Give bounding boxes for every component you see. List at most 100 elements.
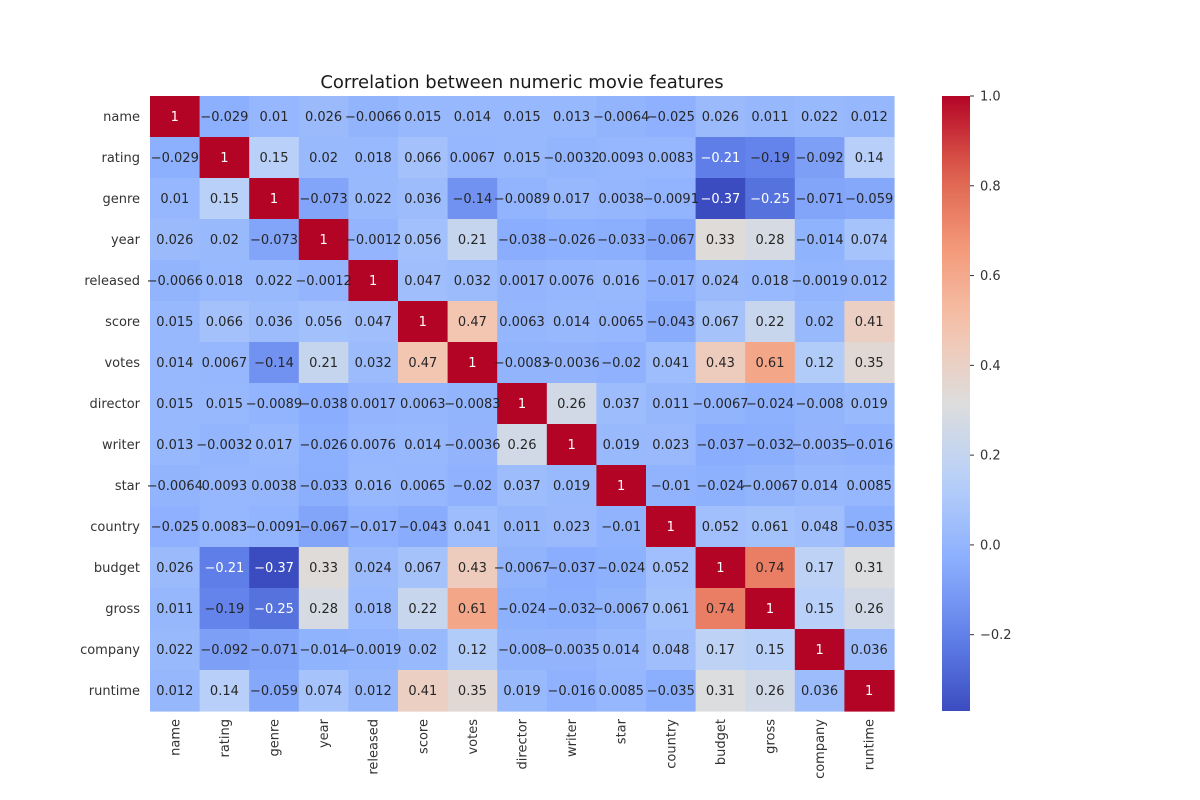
y-tick-label: writer [102,438,141,453]
cell-value-label: −0.026 [548,233,596,248]
cell-value-label: 0.015 [206,397,243,412]
cell-value-label: 0.019 [851,397,888,412]
heatmap-cell-released-country [646,260,697,302]
cell-value-label: −0.0012 [345,233,401,248]
heatmap-cell-rating-star [596,137,647,179]
heatmap-cell-runtime-name [150,670,201,712]
heatmap-cell-star-country [646,465,697,507]
heatmap-cell-country-genre [249,506,300,548]
heatmap-cell-director-votes [447,383,498,425]
heatmap-cell-director-director [497,383,548,425]
cell-value-label: 0.026 [156,561,193,576]
cell-value-label: 0.074 [851,233,888,248]
cell-value-label: 0.014 [156,356,193,371]
heatmap-cell-released-budget [695,260,746,302]
heatmap-cell-released-name [150,260,201,302]
heatmap-cell-runtime-genre [249,670,300,712]
heatmap-cell-rating-name [150,137,201,179]
heatmap-cell-director-budget [695,383,746,425]
cell-value-label: −0.029 [151,151,199,166]
heatmap-cell-score-director [497,301,548,343]
heatmap-cell-star-runtime [844,465,895,507]
cell-value-label: 0.015 [156,315,193,330]
cell-value-label: 0.0093 [598,151,644,166]
cell-value-label: −0.0089 [494,192,550,207]
colorbar-gradient [942,96,970,711]
cell-value-label: 0.12 [805,356,834,371]
heatmap-cell-year-star [596,219,647,261]
cell-value-label: 0.026 [702,110,739,125]
heatmap-cell-genre-name [150,178,201,220]
chart-title: Correlation between numeric movie featur… [320,72,723,93]
colorbar-tick-label: 0.2 [980,449,1001,464]
heatmap-cell-budget-gross [745,547,796,589]
cell-value-label: 0.015 [503,110,540,125]
heatmap-cell-company-year [298,629,349,671]
cell-value-label: −0.067 [300,520,348,535]
x-tick-label: director [516,718,531,769]
heatmap-cell-country-rating [199,506,250,548]
heatmap-cell-score-star [596,301,647,343]
heatmap-cell-votes-genre [249,342,300,384]
y-tick-label: genre [102,192,140,207]
heatmap-cell-runtime-country [646,670,697,712]
heatmap-cell-star-gross [745,465,796,507]
cell-value-label: 0.026 [156,233,193,248]
heatmap-cell-year-director [497,219,548,261]
cell-value-label: 0.022 [355,192,392,207]
y-tick-label: votes [104,356,140,371]
heatmap-cell-genre-star [596,178,647,220]
cell-value-label: 1 [220,151,228,166]
cell-value-label: −0.14 [254,356,294,371]
heatmap-cell-rating-runtime [844,137,895,179]
cell-value-label: 0.032 [355,356,392,371]
cell-value-label: −0.0032 [543,151,599,166]
heatmap-cell-company-released [348,629,399,671]
heatmap-cell-star-score [398,465,449,507]
heatmap-cell-runtime-writer [546,670,597,712]
cell-value-label: −0.02 [601,356,641,371]
cell-value-label: 0.017 [255,438,292,453]
cell-value-label: −0.02 [452,479,492,494]
heatmap-cell-budget-name [150,547,201,589]
heatmap-cell-gross-runtime [844,588,895,630]
cell-value-label: −0.038 [300,397,348,412]
heatmap-cell-released-rating [199,260,250,302]
heatmap-cell-star-budget [695,465,746,507]
heatmap-cell-score-company [794,301,845,343]
cell-value-label: −0.25 [254,602,294,617]
cell-value-label: 0.02 [408,643,437,658]
heatmap-cell-writer-year [298,424,349,466]
heatmap-cell-votes-country [646,342,697,384]
heatmap-cell-released-votes [447,260,498,302]
cell-value-label: 1 [468,356,476,371]
heatmap-cell-votes-company [794,342,845,384]
x-axis-tick-labels: name rating genre year released score votes dir… [168,718,877,779]
heatmap-cell-score-gross [745,301,796,343]
cell-value-label: 0.018 [751,274,788,289]
cell-value-label: 0.26 [756,684,785,699]
cell-value-label: −0.059 [845,192,893,207]
heatmap-cell-writer-gross [745,424,796,466]
cell-value-label: 0.011 [156,602,193,617]
heatmap-cell-released-company [794,260,845,302]
heatmap-cell-country-star [596,506,647,548]
cell-value-label: −0.0083 [494,356,550,371]
heatmap-cell-rating-year [298,137,349,179]
cell-value-label: 0.0067 [450,151,496,166]
heatmap-annotations: 1 −0.029 0.01 0.026 −0.0066 0.015 0.014 0.015 0.… [147,110,894,699]
cell-value-label: 0.013 [553,110,590,125]
heatmap-cell-gross-genre [249,588,300,630]
heatmap-cell-votes-writer [546,342,597,384]
cell-value-label: 0.35 [855,356,884,371]
cell-value-label: −0.21 [700,151,740,166]
heatmap-cell-country-gross [745,506,796,548]
colorbar-ticks: 1.0 0.8 0.6 0.4 0.2 0.0 −0.2 [970,90,1012,643]
heatmap-cell-director-company [794,383,845,425]
cell-value-label: −0.25 [750,192,790,207]
heatmap-cell-gross-released [348,588,399,630]
cell-value-label: 1 [865,684,873,699]
heatmap-cell-year-released [348,219,399,261]
heatmap-cell-gross-budget [695,588,746,630]
